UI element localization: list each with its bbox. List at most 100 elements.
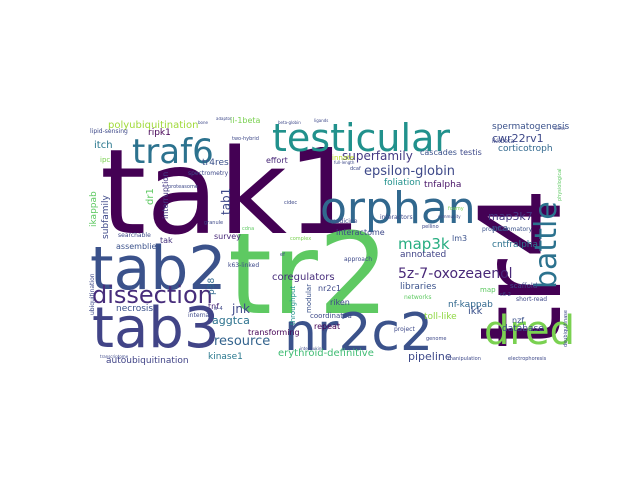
word-tab1: tab1 — [219, 187, 233, 215]
word-cloud: tak1 tr2 tr4 tab2 tab3 nr2c2 orphan test… — [88, 117, 576, 365]
word-erythroid-definitive: erythroid-definitive — [278, 348, 374, 359]
word-approach: approach — [344, 256, 373, 263]
word-ipc: ipc — [100, 156, 111, 164]
word-libraries: libraries — [400, 282, 437, 292]
word-lipid-sensing: lipid-sensing — [90, 128, 128, 135]
word-tnf: tnf — [208, 302, 220, 311]
word-lm3: lm3 — [452, 234, 468, 243]
word-database: database — [502, 324, 544, 334]
word-effort: effort — [266, 156, 288, 165]
word-throughput: throughput — [289, 285, 297, 325]
word-cdna: cdna — [242, 226, 255, 232]
word-beta-globin: beta-globin — [278, 120, 301, 125]
word-innate: innate — [332, 154, 355, 162]
word-repeat: repeat — [314, 322, 341, 331]
word-autoubiquitination: autoubiquitination — [106, 356, 189, 366]
word-superfamily: superfamily — [342, 149, 413, 163]
word-ligands: ligands — [314, 118, 329, 123]
word-coordinated: coordinated — [310, 312, 352, 320]
word-aggtca: aggtca — [212, 314, 250, 327]
word-cascades: cascades — [420, 148, 457, 157]
word-5z-7-oxozeaenol: 5z-7-oxozeaenol — [398, 266, 513, 282]
word-ubiquitination: ubiquitination — [89, 273, 96, 315]
word-scaffold: scaffold — [510, 282, 538, 290]
word-foliation: foliation — [384, 178, 421, 188]
word-testicular: testicular — [272, 117, 450, 160]
word-searchable: searchable — [118, 232, 151, 239]
word-tr4res: tr4res — [202, 158, 229, 168]
word-cntfralpha: cntfralpha — [492, 240, 538, 250]
word-pipeline: pipeline — [408, 350, 452, 363]
word-map3k: map3k — [398, 235, 450, 253]
word-map3k7: map3k7 — [488, 210, 533, 223]
word-ikkbeta: ikkbeta — [492, 138, 515, 145]
word-electrophoresis: electrophoresis — [508, 356, 547, 362]
word-riken: riken — [330, 298, 350, 307]
word-orphan: orphan — [320, 183, 476, 234]
word-nr2c1: nr2c1 — [318, 284, 341, 293]
word-tab3: tab3 — [92, 296, 220, 361]
word-tak: tak — [160, 236, 173, 245]
word-itch: itch — [94, 140, 113, 151]
word-interruption: interruption — [161, 171, 170, 219]
word-survey: survey — [214, 232, 241, 241]
word-tak1: tak1 — [100, 123, 362, 261]
word-dcaf: dcaf — [350, 166, 361, 172]
word-bone: bone — [198, 120, 208, 125]
word-tr2: tr2 — [228, 210, 390, 340]
word-interactors: interactors — [380, 214, 413, 221]
word-tr-4: tr-4 — [214, 306, 223, 312]
word-map: map — [480, 286, 496, 294]
word-necrosis: necrosis — [116, 304, 154, 314]
word-proinflammatory: proinflammatory — [482, 226, 533, 233]
word-subfamily: subfamily — [101, 195, 111, 239]
word-manipulation: manipulation — [448, 356, 481, 362]
word-ikappab: ikappab — [89, 191, 99, 227]
word-transforming: transforming — [248, 328, 300, 337]
word-il-1beta: il-1beta — [230, 117, 261, 125]
word-interactome: interactome — [336, 228, 385, 237]
word-complex: complex — [290, 236, 312, 242]
word-k63-linked: k63-linked — [228, 262, 260, 269]
word-interleukin: interleukin — [300, 346, 322, 351]
word-resource: resource — [214, 334, 271, 349]
word-spectrometry: spectrometry — [188, 170, 229, 177]
word-annotated: annotated — [400, 250, 447, 260]
word-assemblies: assemblies — [116, 242, 161, 251]
word-nzf: nzf — [512, 316, 525, 325]
word-adaptor: adaptor — [216, 117, 232, 121]
word-cwr22rv1: cwr22rv1 — [492, 132, 544, 145]
word-spermatogenesis: spermatogenesis — [492, 122, 570, 132]
word-full-length: full-length — [334, 160, 355, 165]
word-c6-2: c6-2 — [500, 292, 511, 298]
word-testis: testis — [460, 148, 482, 157]
word-nf-kappab: nf-kappab — [448, 300, 493, 310]
word-polyubiquitination: polyubiquitination — [108, 120, 199, 131]
word-physiological: physiological — [557, 168, 563, 201]
word-dr1: dr1 — [145, 188, 156, 205]
word-p38: p38 — [207, 277, 217, 295]
word-kinase1: kinase1 — [208, 352, 243, 362]
word-community: community — [438, 214, 461, 219]
word-toll-like: toll-like — [424, 312, 457, 322]
word-traf6: traf6 — [132, 132, 214, 172]
word-deubiquitinase: deubiquitinase — [563, 310, 569, 347]
word-dimer: dimer — [554, 126, 566, 131]
word-dred: dred — [484, 308, 575, 354]
word-ripk1: ripk1 — [148, 128, 171, 138]
word-networks: networks — [404, 294, 432, 301]
word-granule: granule — [204, 220, 224, 226]
word-dissection: dissection — [92, 281, 213, 309]
word-coregulators: coregulators — [272, 272, 335, 283]
word-foamy: foamy — [448, 206, 464, 212]
word-epsilon-globin: epsilon-globin — [364, 164, 456, 179]
word-transcriptome: transcriptome — [100, 354, 129, 359]
word-ikk: ikk — [468, 306, 483, 317]
word-modular: modular — [305, 283, 313, 313]
word-pca: pca — [492, 224, 509, 234]
word-medicine: medicine — [330, 218, 358, 225]
word-proteasome: proteasome — [168, 184, 198, 190]
word-project: project — [394, 326, 415, 333]
word-internal: internal — [188, 312, 212, 319]
word-jnk: jnk — [232, 302, 250, 316]
